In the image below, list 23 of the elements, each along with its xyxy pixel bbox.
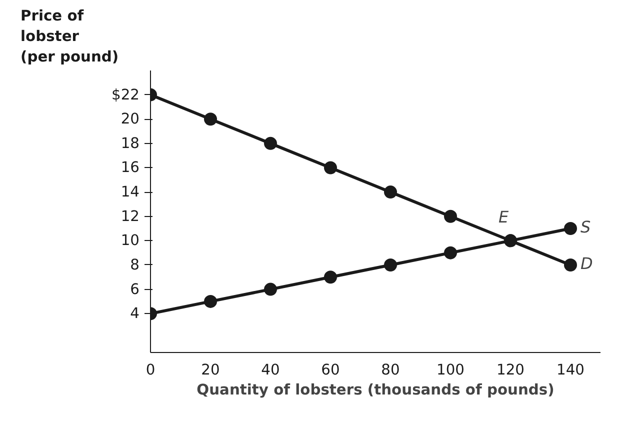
series-label: S xyxy=(580,218,591,237)
x-tick-label: 40 xyxy=(261,362,280,378)
y-tick-label: 20 xyxy=(120,110,140,128)
y-tick-label: 6 xyxy=(130,280,140,298)
x-tick-label: 140 xyxy=(556,362,584,378)
x-tick-label: 120 xyxy=(496,362,524,378)
x-tick-label: 100 xyxy=(436,362,464,378)
y-tick-label: 18 xyxy=(120,134,140,152)
x-tick-label: 60 xyxy=(321,362,340,378)
y-axis-title: Price of lobster (per pound) xyxy=(20,8,119,66)
y-tick-label: 16 xyxy=(120,159,140,176)
series-label: D xyxy=(580,254,593,273)
x-tick-label: 0 xyxy=(146,362,156,378)
x-tick-label: 80 xyxy=(381,362,400,378)
y-tick-label: 8 xyxy=(130,256,140,274)
y-tick-label: 10 xyxy=(120,232,140,250)
y-tick-label: $22 xyxy=(112,86,140,104)
x-tick-label: 20 xyxy=(201,362,220,378)
x-axis-title: Quantity of lobsters (thousands of pounds) xyxy=(196,382,554,398)
y-tick-label: 12 xyxy=(120,208,140,225)
annotation: E xyxy=(498,208,510,227)
y-tick-label: 4 xyxy=(130,305,140,322)
y-tick-label: 14 xyxy=(120,184,140,201)
